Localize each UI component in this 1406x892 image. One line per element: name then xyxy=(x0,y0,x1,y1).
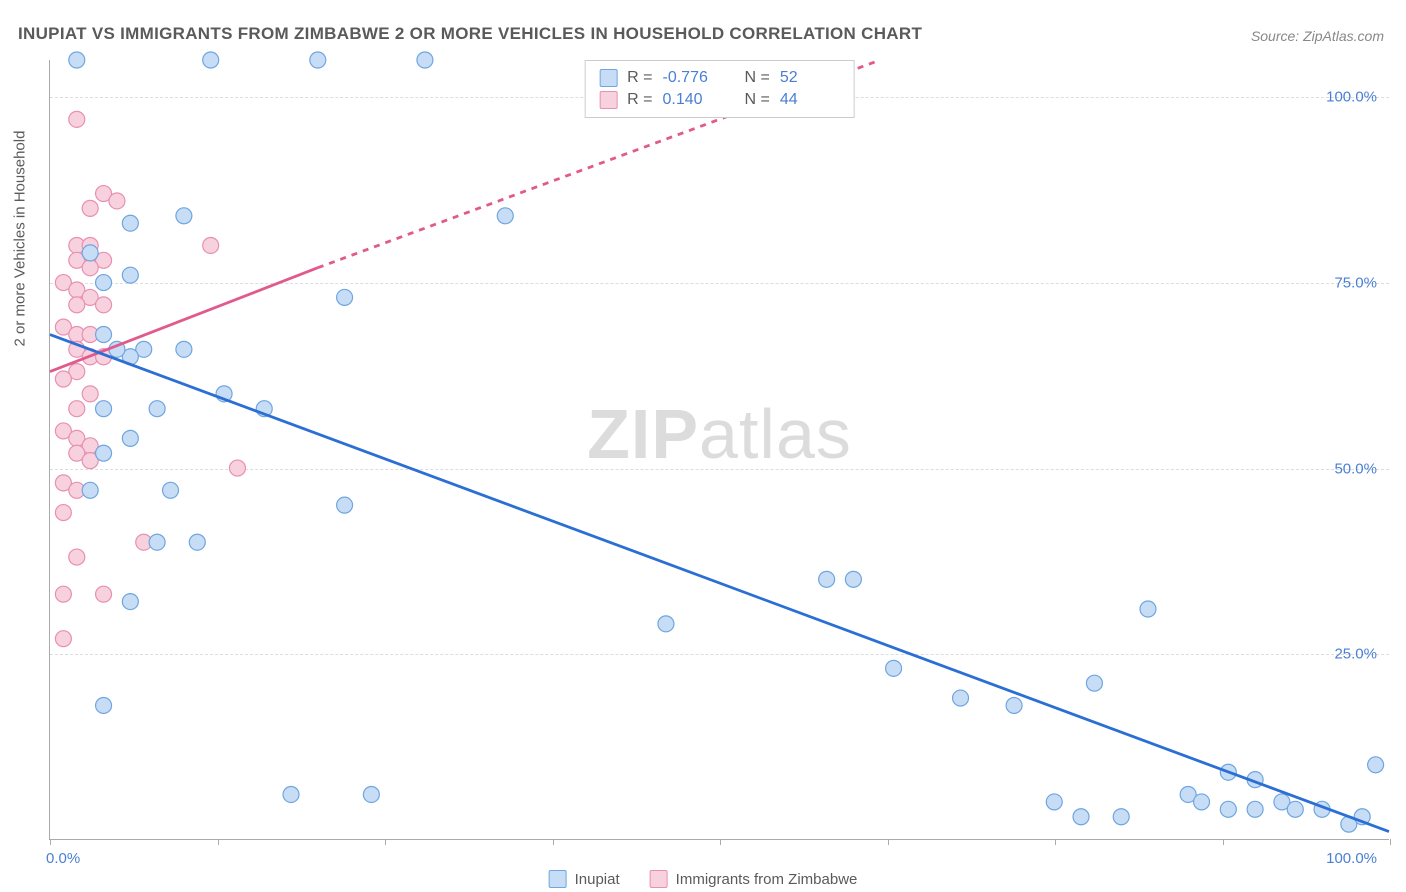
scatter-point xyxy=(337,289,353,305)
legend-label-1: Inupiat xyxy=(575,871,620,888)
x-tick-mark xyxy=(50,839,51,845)
scatter-point xyxy=(122,594,138,610)
stats-row-1: R = -0.776 N = 52 xyxy=(599,67,840,89)
stats-n-value-2: 44 xyxy=(780,91,840,109)
scatter-point xyxy=(845,571,861,587)
stats-n-value-1: 52 xyxy=(780,69,840,87)
scatter-point xyxy=(96,586,112,602)
scatter-point xyxy=(69,549,85,565)
scatter-point xyxy=(82,200,98,216)
stats-r-value-2: 0.140 xyxy=(663,91,723,109)
x-tick-mark xyxy=(1390,839,1391,845)
x-tick-mark xyxy=(1055,839,1056,845)
scatter-point xyxy=(1140,601,1156,617)
plot-area: ZIPatlas 25.0%50.0%75.0%100.0% 0.0% 100.… xyxy=(49,60,1389,840)
x-tick-right: 100.0% xyxy=(1326,850,1377,867)
x-tick-mark xyxy=(553,839,554,845)
legend-label-2: Immigrants from Zimbabwe xyxy=(676,871,858,888)
scatter-point xyxy=(953,690,969,706)
scatter-point xyxy=(1220,801,1236,817)
x-tick-mark xyxy=(720,839,721,845)
stats-r-label-1: R = xyxy=(627,69,652,87)
stats-r-value-1: -0.776 xyxy=(663,69,723,87)
scatter-point xyxy=(109,193,125,209)
scatter-point xyxy=(96,401,112,417)
legend-item-1: Inupiat xyxy=(549,870,620,888)
scatter-point xyxy=(310,52,326,68)
scatter-point xyxy=(96,275,112,291)
scatter-point xyxy=(55,505,71,521)
scatter-point xyxy=(337,497,353,513)
x-tick-mark xyxy=(1223,839,1224,845)
scatter-point xyxy=(69,111,85,127)
scatter-point xyxy=(1287,801,1303,817)
y-axis-label: 2 or more Vehicles in Household xyxy=(12,131,29,347)
scatter-point xyxy=(1194,794,1210,810)
legend-swatch-2 xyxy=(650,870,668,888)
scatter-point xyxy=(176,341,192,357)
stats-swatch-2 xyxy=(599,91,617,109)
scatter-point xyxy=(122,215,138,231)
x-tick-mark xyxy=(218,839,219,845)
legend-swatch-1 xyxy=(549,870,567,888)
scatter-point xyxy=(417,52,433,68)
scatter-point xyxy=(283,786,299,802)
scatter-point xyxy=(122,267,138,283)
scatter-point xyxy=(229,460,245,476)
stats-n-label-2: N = xyxy=(745,91,770,109)
stats-r-label-2: R = xyxy=(627,91,652,109)
scatter-point xyxy=(149,534,165,550)
scatter-point xyxy=(1247,801,1263,817)
scatter-point xyxy=(1046,794,1062,810)
stats-box: R = -0.776 N = 52 R = 0.140 N = 44 xyxy=(584,60,855,118)
scatter-point xyxy=(189,534,205,550)
scatter-point xyxy=(82,482,98,498)
scatter-point xyxy=(82,386,98,402)
scatter-point xyxy=(176,208,192,224)
scatter-point xyxy=(96,297,112,313)
scatter-point xyxy=(69,401,85,417)
scatter-point xyxy=(96,697,112,713)
scatter-point xyxy=(1368,757,1384,773)
scatter-point xyxy=(819,571,835,587)
bottom-legend: Inupiat Immigrants from Zimbabwe xyxy=(549,870,858,888)
scatter-point xyxy=(55,631,71,647)
source-attribution: Source: ZipAtlas.com xyxy=(1251,28,1384,44)
scatter-point xyxy=(82,245,98,261)
scatter-point xyxy=(1113,809,1129,825)
stats-row-2: R = 0.140 N = 44 xyxy=(599,89,840,111)
stats-swatch-1 xyxy=(599,69,617,87)
scatter-point xyxy=(69,52,85,68)
scatter-point xyxy=(1086,675,1102,691)
scatter-point xyxy=(658,616,674,632)
scatter-point xyxy=(1073,809,1089,825)
trend-line xyxy=(50,335,1389,832)
scatter-point xyxy=(82,260,98,276)
stats-n-label-1: N = xyxy=(745,69,770,87)
scatter-point xyxy=(96,445,112,461)
scatter-point xyxy=(163,482,179,498)
scatter-point xyxy=(363,786,379,802)
scatter-point xyxy=(55,586,71,602)
x-tick-mark xyxy=(888,839,889,845)
chart-title: INUPIAT VS IMMIGRANTS FROM ZIMBABWE 2 OR… xyxy=(18,24,922,44)
scatter-point xyxy=(149,401,165,417)
scatter-point xyxy=(122,430,138,446)
scatter-point xyxy=(55,371,71,387)
scatter-point xyxy=(1006,697,1022,713)
scatter-point xyxy=(69,297,85,313)
scatter-point xyxy=(886,660,902,676)
scatter-point xyxy=(96,327,112,343)
scatter-point xyxy=(203,237,219,253)
x-tick-mark xyxy=(385,839,386,845)
scatter-point xyxy=(203,52,219,68)
scatter-point xyxy=(497,208,513,224)
scatter-svg xyxy=(50,60,1389,839)
legend-item-2: Immigrants from Zimbabwe xyxy=(650,870,858,888)
x-tick-left: 0.0% xyxy=(46,850,80,867)
chart-container: INUPIAT VS IMMIGRANTS FROM ZIMBABWE 2 OR… xyxy=(0,0,1406,892)
